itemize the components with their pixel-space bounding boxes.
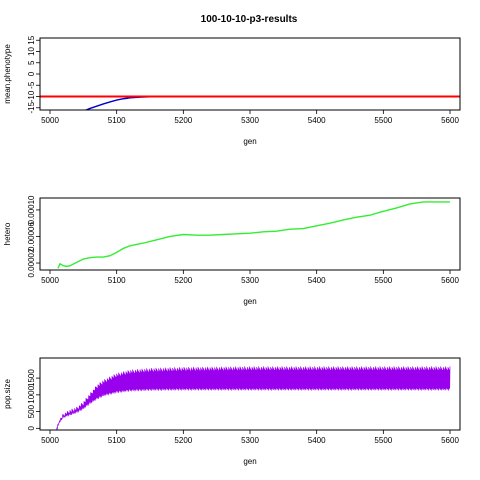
mean-phenotype-x-tick-label: 5100 xyxy=(108,116,126,125)
hetero-x-tick-label: 5100 xyxy=(108,276,126,285)
hetero-series-line xyxy=(57,201,450,269)
panel-hetero: 5000 5100 5200 5300 5400 5500 56000.000020.000… xyxy=(3,195,461,306)
mean-phenotype-series-line xyxy=(84,95,450,110)
pop-size-x-tick-label: 5200 xyxy=(174,436,192,445)
mean-phenotype-y-tick-label: -10 xyxy=(27,90,36,102)
pop-size-x-tick-label: 5600 xyxy=(441,436,459,445)
hetero-x-tick-label: 5000 xyxy=(41,276,59,285)
figure-title: 100-10-10-p3-results xyxy=(201,14,298,25)
mean-phenotype-y-tick-label: -15 xyxy=(27,101,36,113)
mean-phenotype-y-tick-label: 10 xyxy=(27,47,36,56)
pop-size-x-tick-label: 5500 xyxy=(374,436,392,445)
hetero-x-tick-label: 5500 xyxy=(374,276,392,285)
pop-size-y-tick-label: 0 xyxy=(27,426,36,431)
hetero-y-tick-label: 0.00006 xyxy=(27,221,36,250)
pop-size-plot-area xyxy=(56,366,451,430)
mean-phenotype-x-tick-label: 5000 xyxy=(41,116,59,125)
pop-size-y-tick-label: 1500 xyxy=(27,369,36,387)
hetero-y-tick-label: 0.00010 xyxy=(27,195,36,224)
panel-mean-phenotype: 5000 5100 5200 5300 5400 5500 5600 -15-10-5 0 5 10… xyxy=(3,35,461,146)
hetero-x-tick-label: 5600 xyxy=(441,276,459,285)
mean-phenotype-y-tick-label: -5 xyxy=(27,81,36,89)
pop-size-y-axis-label: pop.size xyxy=(3,379,12,409)
pop-size-y-tick-label: 500 xyxy=(27,404,36,418)
hetero-x-tick-label: 5400 xyxy=(308,276,326,285)
pop-size-x-tick-label: 5300 xyxy=(241,436,259,445)
mean-phenotype-x-tick-label: 5300 xyxy=(241,116,259,125)
pop-size-series-line xyxy=(56,366,451,430)
pop-size-x-tick-label: 5100 xyxy=(108,436,126,445)
hetero-y-tick-label: 0.00002 xyxy=(27,248,36,277)
mean-phenotype-x-axis-label: gen xyxy=(243,137,256,146)
pop-size-x-axis-label: gen xyxy=(243,457,256,466)
hetero-x-axis-label: gen xyxy=(243,297,256,306)
mean-phenotype-x-tick-label: 5500 xyxy=(374,116,392,125)
hetero-y-axis-label: hetero xyxy=(3,222,12,245)
mean-phenotype-y-tick-label: 0 xyxy=(27,71,36,76)
chart-panels: 5000 5100 5200 5300 5400 5500 5600-15-10-50510… xyxy=(3,35,461,466)
pop-size-x-tick-label: 5400 xyxy=(308,436,326,445)
mean-phenotype-y-axis-label: mean.phenotype xyxy=(3,44,12,104)
mean-phenotype-plot-frame xyxy=(39,37,461,111)
mean-phenotype-plot-area xyxy=(40,95,460,110)
hetero-plot-area xyxy=(57,201,450,269)
mean-phenotype-x-tick-label: 5200 xyxy=(174,116,192,125)
pop-size-y-tick-label: 1000 xyxy=(27,385,36,403)
hetero-x-tick-label: 5200 xyxy=(174,276,192,285)
mean-phenotype-x-tick-label: 5400 xyxy=(308,116,326,125)
panel-pop-size: 5000 5100 5200 5300 5400 5500 5600 0 50010001500… xyxy=(3,357,461,466)
pop-size-x-tick-label: 5000 xyxy=(41,436,59,445)
mean-phenotype-y-tick-label: 15 xyxy=(27,35,36,44)
mean-phenotype-x-tick-label: 5600 xyxy=(441,116,459,125)
mean-phenotype-y-tick-label: 5 xyxy=(27,60,36,65)
hetero-x-tick-label: 5300 xyxy=(241,276,259,285)
hetero-plot-frame xyxy=(39,197,461,271)
